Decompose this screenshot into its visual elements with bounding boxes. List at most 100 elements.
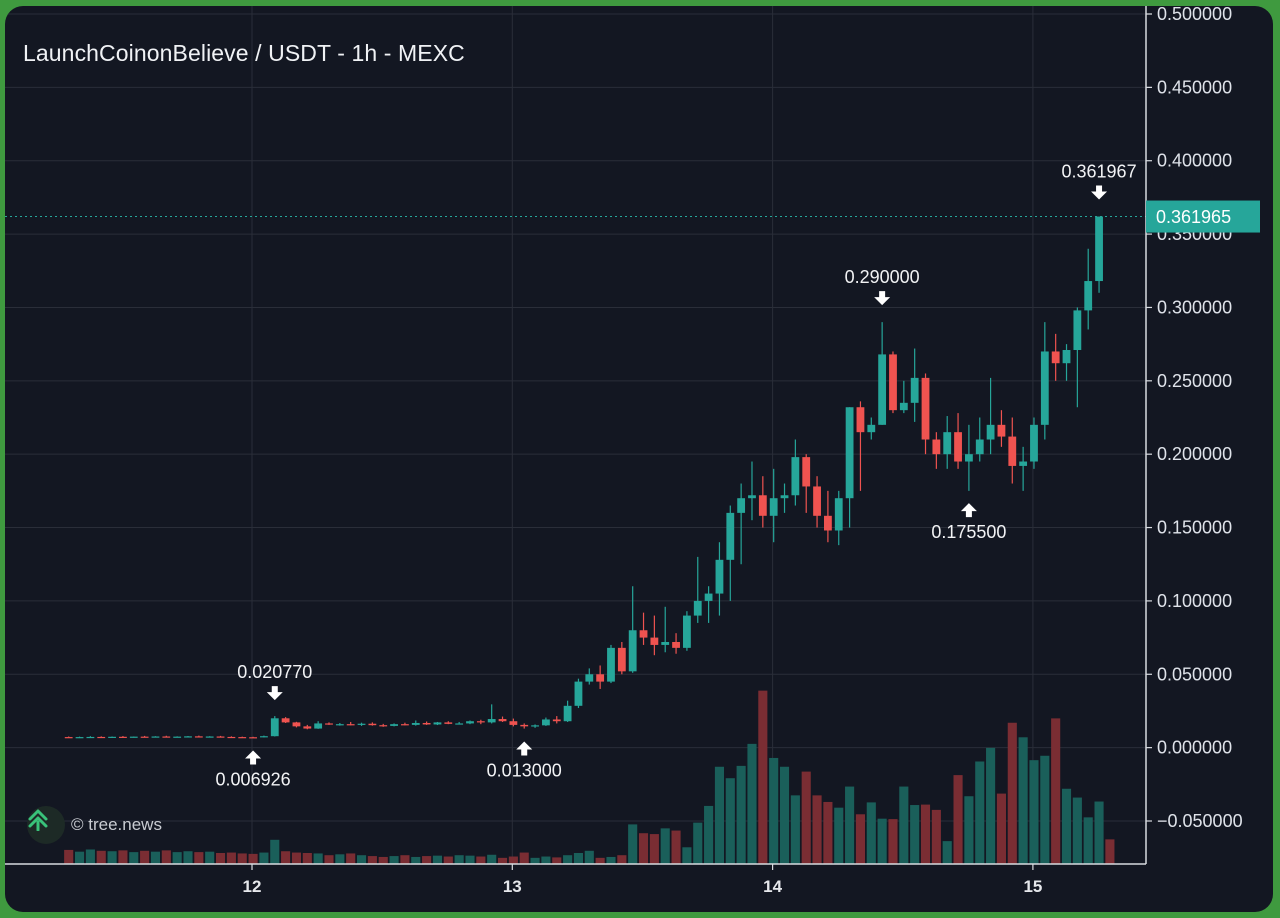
last-price-label: 0.361965 [1146, 200, 1260, 233]
volume-bar [313, 853, 323, 864]
volume-bar [378, 856, 388, 864]
candle-body [368, 723, 377, 726]
candle-body [75, 737, 84, 739]
candle-body [184, 736, 192, 738]
candle-body [769, 498, 778, 516]
annotation-label: 0.175500 [931, 522, 1006, 542]
candle-body [921, 377, 930, 440]
candle-body [986, 424, 995, 440]
candle-body [173, 736, 182, 738]
volume-bar [367, 856, 377, 864]
last-price-text: 0.361965 [1156, 207, 1231, 227]
volume-bar [996, 793, 1006, 864]
volume-bar [129, 852, 139, 864]
candle-body [607, 647, 615, 682]
candle-body [932, 439, 941, 455]
candle-body [357, 723, 366, 725]
y-tick-label: 0.250000 [1157, 371, 1232, 391]
volume-bar [855, 814, 865, 864]
candle-body [1062, 350, 1071, 364]
volume-bar [877, 818, 887, 864]
volume-bar [215, 853, 226, 864]
y-tick-label: 0.000000 [1157, 738, 1232, 758]
volume-bar [747, 743, 757, 864]
arrow-down-icon [874, 291, 891, 306]
volume-bar [563, 855, 573, 864]
volume-bar [465, 855, 475, 864]
arrow-up-icon [245, 750, 262, 765]
candle-body [162, 736, 171, 738]
arrow-down-icon [1091, 185, 1108, 200]
candle-body [975, 439, 984, 455]
volume-bar [346, 853, 356, 864]
candle-body [813, 486, 821, 516]
y-tick-label: 0.150000 [1157, 518, 1232, 538]
volume-bar [508, 856, 518, 864]
watermark-text: © tree.news [71, 815, 162, 834]
volume-bar [1018, 737, 1028, 864]
candle-body [672, 641, 680, 648]
y-tick-label: 0.100000 [1157, 591, 1232, 611]
volume-bar [931, 809, 941, 864]
arrow-up-icon [516, 741, 533, 756]
volume-bar [194, 852, 204, 864]
last-price-badge [1146, 200, 1260, 233]
candle-body [151, 736, 160, 738]
y-tick-label: 0.200000 [1157, 444, 1232, 464]
volume-bar [248, 853, 258, 864]
volume-bar [888, 819, 898, 864]
volume-bar [172, 852, 182, 864]
candle-body [639, 630, 648, 638]
volume-bar [324, 855, 334, 864]
volume-bar [920, 804, 931, 864]
candle-body [129, 736, 138, 738]
volume-bar [74, 851, 85, 864]
candle-body [867, 424, 876, 433]
candle-body [878, 354, 887, 425]
candle-body [1095, 216, 1103, 282]
candle-body [943, 432, 952, 455]
volume-bar [606, 856, 616, 864]
candle-body [704, 593, 713, 601]
candles [64, 216, 1103, 739]
volume-bar [1051, 718, 1061, 864]
volume-bar [910, 805, 920, 864]
candle-body [1019, 461, 1028, 466]
candle-body [444, 722, 453, 724]
volume-bar [64, 849, 74, 864]
candle-body [683, 615, 691, 648]
candle-body [791, 457, 800, 496]
x-tick-label: 14 [763, 877, 782, 896]
volume-bar [693, 822, 703, 864]
candle-body [748, 495, 756, 499]
candle-body [1040, 351, 1049, 425]
volume-bar [573, 853, 584, 864]
candle-body [542, 719, 550, 726]
volume-bar [183, 851, 193, 864]
volume-bar [845, 786, 855, 864]
candle-body [379, 725, 388, 727]
volume-bar [443, 856, 453, 864]
candle-body [466, 721, 474, 724]
candle-body [563, 705, 572, 722]
x-tick-label: 13 [503, 877, 522, 896]
volume-bar [866, 802, 876, 864]
price-chart[interactable]: 0.006926 0.020770 0.013000 0.290000 0.175500… [5, 6, 1273, 912]
candle-body [346, 724, 355, 726]
volume-bar [758, 690, 768, 864]
candle-body [596, 674, 605, 682]
volume-bar [302, 853, 312, 864]
volume-bar [638, 833, 649, 864]
candle-body [520, 724, 529, 727]
candle-body [97, 736, 106, 739]
volume-bar [1094, 801, 1104, 864]
candle-body [1073, 310, 1082, 351]
candle-body [661, 641, 670, 645]
axes [5, 6, 1147, 865]
candle-body [737, 498, 746, 513]
watermark: © tree.news [27, 806, 162, 844]
volume-bar [834, 807, 844, 864]
candle-body [856, 407, 865, 433]
volume-bar [1061, 788, 1072, 864]
candle-body [1008, 436, 1017, 466]
